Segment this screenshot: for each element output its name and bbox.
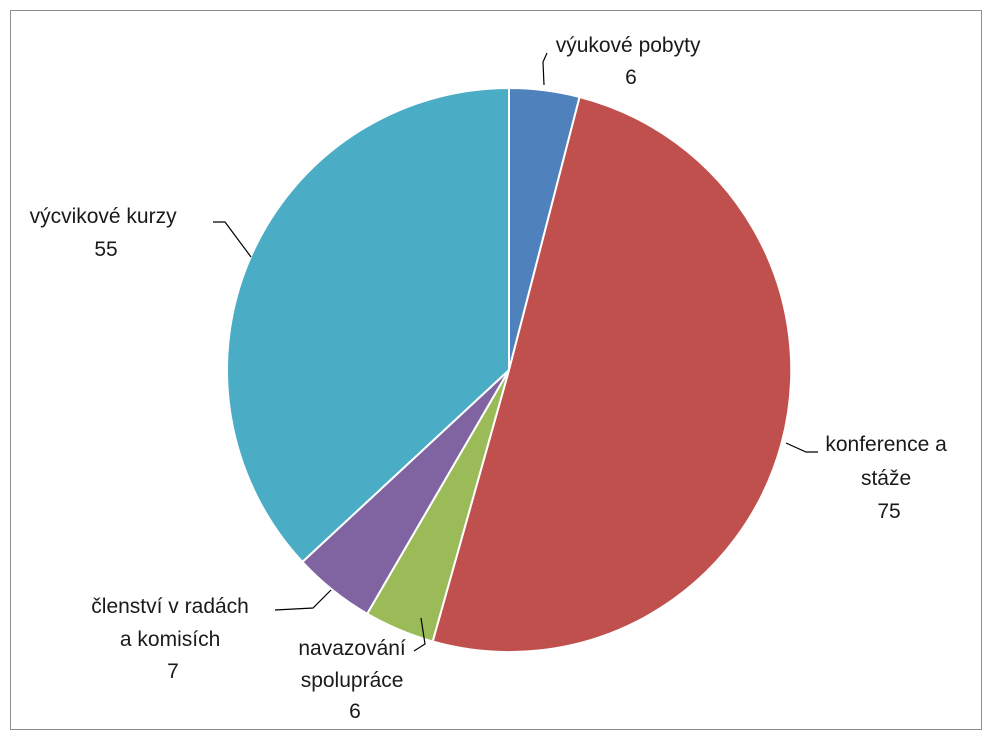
label-vycvikove-line-1: výcvikové kurzy bbox=[30, 205, 178, 228]
leader-line-clenstvi-v-radach bbox=[274, 589, 332, 611]
label-vycvikove-kurzy: výcvikové kurzy 55 bbox=[30, 205, 183, 261]
label-konference-line-2: stáže bbox=[861, 467, 911, 490]
leader-line-vycvikove-kurzy bbox=[213, 221, 252, 258]
label-konference-a-staze: konference a stáže 75 bbox=[825, 433, 952, 523]
label-vyukove-pobyty-value: 6 bbox=[625, 66, 637, 89]
label-navazovani-value: 6 bbox=[349, 700, 361, 718]
label-vyukove-pobyty: výukové pobyty 6 bbox=[556, 34, 707, 89]
pie-slice-vycvikove-kurzy bbox=[226, 86, 510, 564]
label-clenstvi-value: 7 bbox=[167, 660, 179, 683]
label-clenstvi-line-1: členství v radách bbox=[91, 595, 249, 618]
leader-line-navazovani-spoluprace bbox=[413, 617, 426, 652]
label-vycvikove-value: 55 bbox=[94, 238, 117, 261]
label-navazovani-line-1: navazování bbox=[298, 637, 406, 660]
label-vyukove-pobyty-line-1: výukové pobyty bbox=[556, 34, 701, 57]
leader-line-konference-a-staze bbox=[785, 442, 818, 453]
label-clenstvi-v-radach: členství v radách a komisích 7 bbox=[91, 595, 254, 683]
leader-lines bbox=[213, 52, 818, 652]
leader-line-vyukove-pobyty bbox=[542, 52, 548, 86]
label-clenstvi-line-2: a komisích bbox=[120, 628, 220, 651]
pie-slice-konference-a-staze bbox=[431, 95, 793, 653]
label-navazovani-line-2: spolupráce bbox=[301, 669, 404, 692]
data-labels: výukové pobyty 6 konference a stáže 75 n… bbox=[30, 34, 952, 718]
label-konference-value: 75 bbox=[877, 500, 900, 523]
label-konference-line-1: konference a bbox=[825, 433, 947, 456]
label-navazovani-spoluprace: navazování spolupráce 6 bbox=[298, 637, 411, 718]
pie-slices bbox=[226, 86, 793, 653]
